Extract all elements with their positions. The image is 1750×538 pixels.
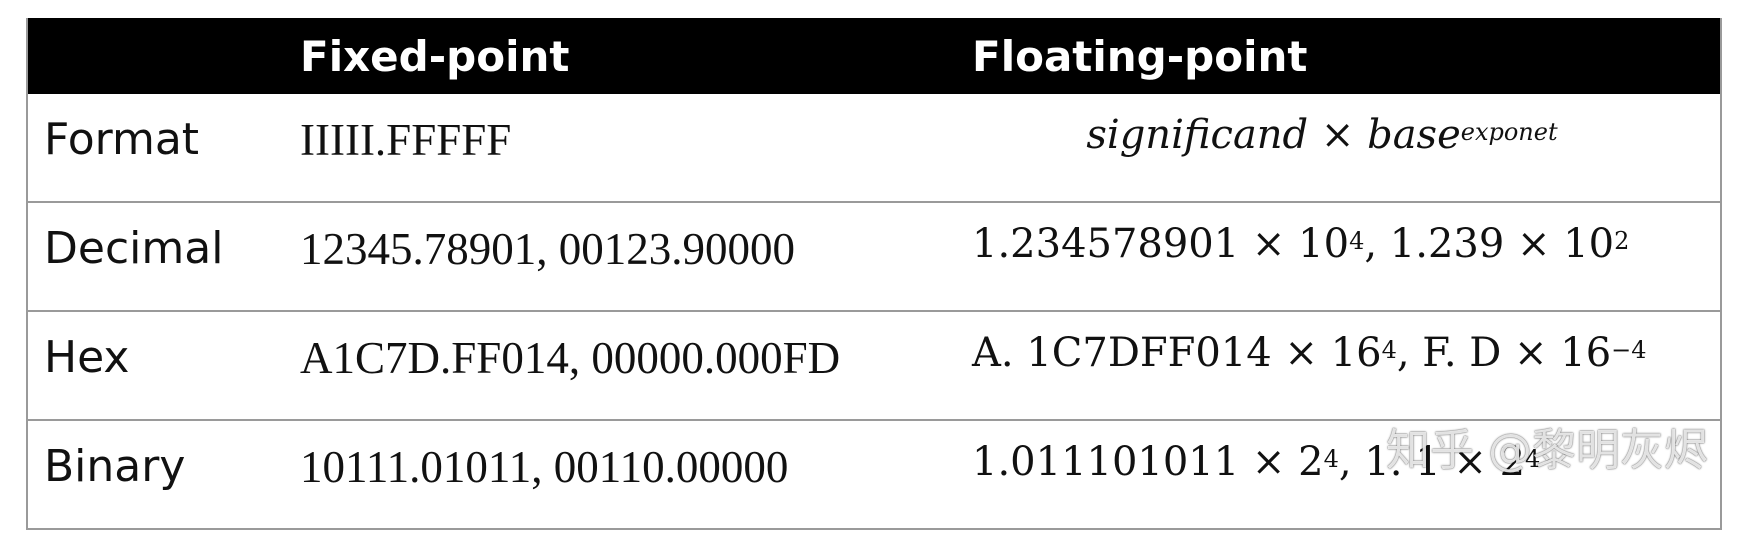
table-row-format: Format IIIII.FFFFF significand × baseexp… <box>28 94 1720 203</box>
value-b-exponent: 2 <box>1614 226 1630 255</box>
fixed-point-value: IIIII.FFFFF <box>300 115 512 165</box>
value-b: , 1.239 × 10 <box>1364 221 1615 267</box>
floating-point-value: A. 1C7DFF014 × 164, F. D × 16−4 <box>972 330 1647 376</box>
row-label: Binary <box>44 441 186 492</box>
table-header-row: Fixed-point Floating-point <box>28 18 1720 94</box>
floating-point-value: 1.234578901 × 104, 1.239 × 102 <box>972 221 1629 267</box>
header-floating-point: Floating-point <box>972 32 1308 81</box>
watermark: 知乎 @黎明灰烬 <box>1386 425 1708 476</box>
table-row-binary: Binary 10111.01011, 00110.00000 1.011101… <box>28 421 1720 530</box>
floating-point-value: significand × baseexponet <box>972 112 1672 158</box>
value-a-exponent: 4 <box>1323 444 1339 473</box>
value-a: 1.011101011 × 2 <box>972 439 1324 485</box>
row-label: Decimal <box>44 223 224 274</box>
formula-exponent: exponet <box>1460 117 1558 146</box>
comparison-table: Fixed-point Floating-point Format IIIII.… <box>26 18 1722 530</box>
row-label: Hex <box>44 332 130 383</box>
value-b-exponent: −4 <box>1611 335 1647 364</box>
fixed-point-value: 12345.78901, 00123.90000 <box>300 224 795 274</box>
value-a-exponent: 4 <box>1349 226 1365 255</box>
floating-point-value: 1.011101011 × 24, 1. 1 × 24 <box>972 439 1540 485</box>
table-row-hex: Hex A1C7D.FF014, 00000.000FD A. 1C7DFF01… <box>28 312 1720 421</box>
value-a: 1.234578901 × 10 <box>972 221 1350 267</box>
value-a-exponent: 4 <box>1381 335 1397 364</box>
value-a: A. 1C7DFF014 × 16 <box>972 330 1382 376</box>
fixed-point-value: 10111.01011, 00110.00000 <box>300 442 789 492</box>
header-fixed-point: Fixed-point <box>300 32 570 81</box>
fixed-point-value: A1C7D.FF014, 00000.000FD <box>300 333 841 383</box>
table-row-decimal: Decimal 12345.78901, 00123.90000 1.23457… <box>28 203 1720 312</box>
row-label: Format <box>44 114 200 165</box>
value-b: , F. D × 16 <box>1396 330 1612 376</box>
formula-base: significand × base <box>1086 112 1461 158</box>
value-b: , 1. 1 × 2 <box>1338 439 1526 485</box>
value-b-exponent: 4 <box>1525 444 1541 473</box>
